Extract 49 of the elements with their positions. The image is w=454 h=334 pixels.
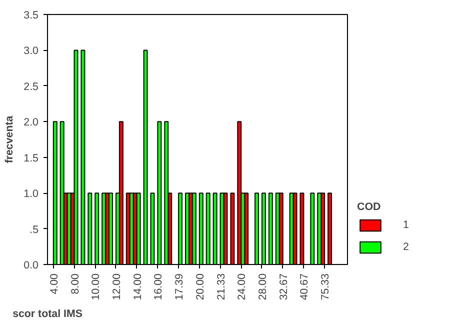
y-tick-label: .5 xyxy=(30,224,39,236)
x-tick-label: 17.39 xyxy=(174,273,186,300)
y-tick-label: 3.5 xyxy=(24,10,39,22)
bar xyxy=(317,192,322,264)
y-tick-label: 2.5 xyxy=(24,80,39,93)
bar xyxy=(206,192,210,264)
bar xyxy=(66,192,72,264)
legend-label: 2 xyxy=(403,241,410,253)
bar xyxy=(192,192,196,264)
bar xyxy=(88,192,92,264)
bar xyxy=(212,192,218,264)
bar xyxy=(164,121,169,264)
x-tick-label: 8.00 xyxy=(69,273,82,294)
bar xyxy=(102,192,106,264)
x-tick-label: 14.00 xyxy=(132,273,144,300)
bar xyxy=(310,192,315,264)
x-tick-label: 32.67 xyxy=(278,273,290,300)
bar xyxy=(129,192,134,264)
bar xyxy=(328,192,332,264)
legend-label: 1 xyxy=(403,219,410,231)
bar xyxy=(108,192,114,264)
bar xyxy=(254,192,260,264)
bar xyxy=(143,50,148,264)
x-tick-label: 4.00 xyxy=(48,273,60,294)
x-axis-title: scor total IMS xyxy=(12,308,82,320)
x-tick-label: 12.00 xyxy=(110,273,123,300)
y-tick-label: 0.0 xyxy=(24,260,39,272)
y-tick-label: 1.5 xyxy=(24,152,39,164)
x-tick-label: 28.00 xyxy=(256,273,269,300)
bar xyxy=(289,192,294,264)
x-tick-label: 16.00 xyxy=(152,273,165,300)
bar xyxy=(185,192,190,264)
x-tick-label: 75.33 xyxy=(320,273,332,300)
x-tick-label: 40.67 xyxy=(298,273,311,300)
x-tick-label: 10.00 xyxy=(90,273,102,300)
bar xyxy=(80,50,86,264)
bar xyxy=(268,192,273,264)
x-tick-label: 24.00 xyxy=(236,273,248,300)
legend-title: COD xyxy=(357,201,382,213)
bar xyxy=(150,192,155,264)
y-tick-label: 1.0 xyxy=(24,188,39,200)
bar xyxy=(275,192,280,264)
y-tick-label: 3.0 xyxy=(24,45,39,58)
bar xyxy=(230,192,235,264)
bar xyxy=(60,121,64,264)
x-tick-label: 20.00 xyxy=(194,273,206,300)
x-tick-label: 21.33 xyxy=(215,273,228,300)
y-tick-label: 2.0 xyxy=(24,116,39,129)
y-axis-title: frecventa xyxy=(4,116,16,164)
